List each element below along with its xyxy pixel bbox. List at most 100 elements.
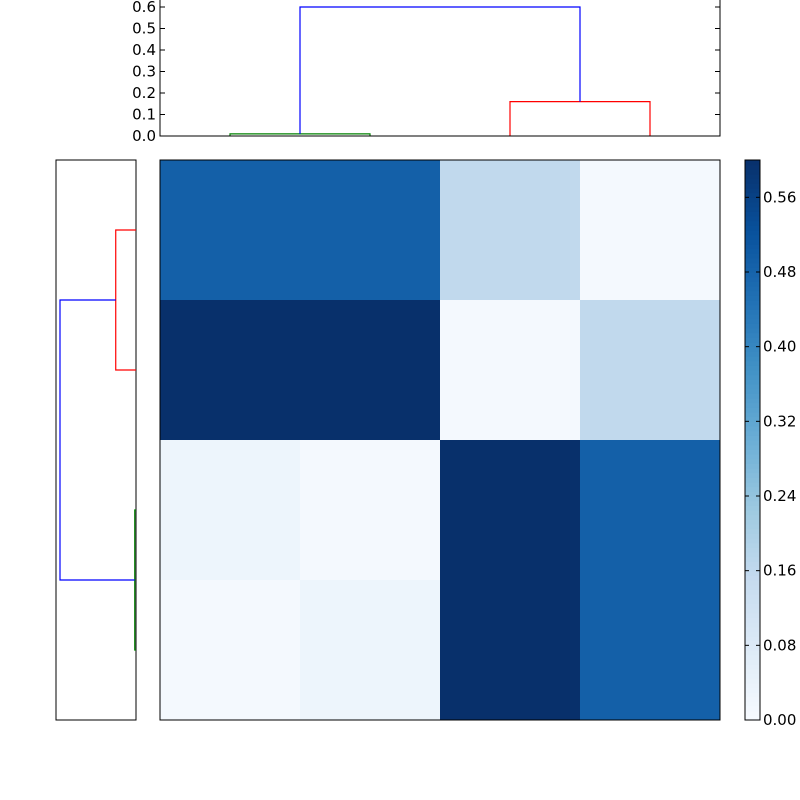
top-dendrogram-ytick-label: 0.0 [132, 127, 156, 145]
colorbar-gradient-step [745, 267, 760, 273]
colorbar-gradient-step [745, 430, 760, 436]
colorbar-gradient-step [745, 444, 760, 450]
colorbar-gradient-step [745, 500, 760, 506]
colorbar-gradient-step [745, 393, 760, 399]
colorbar-gradient-step [745, 687, 760, 693]
colorbar-gradient-step [745, 547, 760, 553]
colorbar-tick-label: 0.16 [763, 562, 796, 580]
colorbar-gradient-step [745, 706, 760, 712]
colorbar-gradient-step [745, 290, 760, 296]
heatmap-cell [300, 580, 441, 721]
colorbar-gradient-step [745, 234, 760, 240]
colorbar-gradient-step [745, 659, 760, 665]
colorbar-gradient-step [745, 332, 760, 338]
left-dendrogram [55, 159, 137, 721]
colorbar-gradient-step [745, 388, 760, 394]
heatmap-cell [440, 440, 581, 581]
heatmap-cell [440, 580, 581, 721]
colorbar-gradient-step [745, 463, 760, 469]
colorbar-gradient-step [745, 552, 760, 558]
colorbar-gradient-step [745, 650, 760, 656]
colorbar-gradient-step [745, 304, 760, 310]
colorbar-gradient-step [745, 696, 760, 702]
colorbar-gradient-step [745, 258, 760, 264]
left-dendrogram-frame [55, 159, 137, 721]
colorbar-gradient-step [745, 300, 760, 306]
colorbar-gradient-step [745, 477, 760, 483]
colorbar-gradient-step [745, 370, 760, 376]
colorbar-gradient-step [745, 524, 760, 530]
colorbar-gradient-step [745, 584, 760, 590]
heatmap-cell [160, 160, 301, 301]
colorbar-gradient-step [745, 295, 760, 301]
colorbar-gradient-step [745, 533, 760, 539]
colorbar-gradient-step [745, 561, 760, 567]
colorbar-gradient-step [745, 188, 760, 194]
colorbar-gradient-step [745, 262, 760, 268]
colorbar-gradient-step [745, 239, 760, 245]
heatmap-cell [580, 580, 721, 721]
top-dendrogram-ytick-label: 0.2 [132, 84, 156, 102]
colorbar-gradient-step [745, 160, 760, 166]
colorbar-tick-label: 0.48 [763, 263, 796, 281]
colorbar-gradient-step [745, 640, 760, 646]
colorbar-gradient-step [745, 715, 760, 721]
colorbar-gradient-step [745, 575, 760, 581]
colorbar-gradient-step [745, 654, 760, 660]
colorbar-gradient-step [745, 398, 760, 404]
colorbar-gradient-step [745, 309, 760, 315]
colorbar-gradient-step [745, 379, 760, 385]
colorbar-gradient-step [745, 468, 760, 474]
colorbar-gradient-step [745, 276, 760, 282]
left-dendrogram-link [59, 299, 135, 581]
colorbar-gradient-step [745, 673, 760, 679]
colorbar-gradient-step [745, 603, 760, 609]
colorbar-gradient-step [745, 692, 760, 698]
colorbar-gradient-step [745, 360, 760, 366]
colorbar-gradient-step [745, 253, 760, 259]
colorbar-gradient-step [745, 491, 760, 497]
colorbar-gradient-step [745, 435, 760, 441]
colorbar-tick-label: 0.24 [763, 487, 796, 505]
colorbar-gradient-step [745, 407, 760, 413]
colorbar-gradient-step [745, 664, 760, 670]
colorbar-gradient-step [745, 458, 760, 464]
colorbar-tick-label: 0.00 [763, 711, 796, 729]
heatmap-cell [440, 300, 581, 441]
colorbar-gradient-step [745, 384, 760, 390]
colorbar-gradient-step [745, 542, 760, 548]
colorbar-gradient-step [745, 556, 760, 562]
heatmap-cell [160, 300, 301, 441]
colorbar-gradient-step [745, 402, 760, 408]
colorbar-gradient-step [745, 472, 760, 478]
top-dendrogram-ytick-label: 0.6 [132, 0, 156, 16]
colorbar-gradient-step [745, 225, 760, 231]
colorbar-gradient-step [745, 356, 760, 362]
colorbar-gradient-step [745, 580, 760, 586]
colorbar-gradient-step [745, 519, 760, 525]
colorbar-tick-label: 0.32 [763, 412, 796, 430]
colorbar-gradient-step [745, 645, 760, 651]
colorbar-gradient-step [745, 594, 760, 600]
colorbar-gradient-step [745, 598, 760, 604]
colorbar-gradient-step [745, 612, 760, 618]
colorbar-gradient-step [745, 496, 760, 502]
colorbar-gradient-step [745, 351, 760, 357]
colorbar-gradient-step [745, 374, 760, 380]
heatmap-cell [300, 300, 441, 441]
colorbar-gradient-step [745, 183, 760, 189]
colorbar: 0.00 0.08 0.16 0.24 0.32 0.40 0.48 0.56 [744, 159, 796, 729]
colorbar-gradient-step [745, 248, 760, 254]
colorbar-gradient-step [745, 421, 760, 427]
colorbar-gradient-step [745, 570, 760, 576]
heatmap-cell [160, 580, 301, 721]
colorbar-gradient-step [745, 566, 760, 572]
colorbar-gradient-step [745, 318, 760, 324]
colorbar-gradient-step [745, 216, 760, 222]
top-dendrogram-ytick-label: 0.1 [132, 106, 156, 124]
colorbar-gradient-step [745, 328, 760, 334]
colorbar-tick-label: 0.08 [763, 636, 796, 654]
heatmap-cell [580, 300, 721, 441]
colorbar-gradient-step [745, 622, 760, 628]
